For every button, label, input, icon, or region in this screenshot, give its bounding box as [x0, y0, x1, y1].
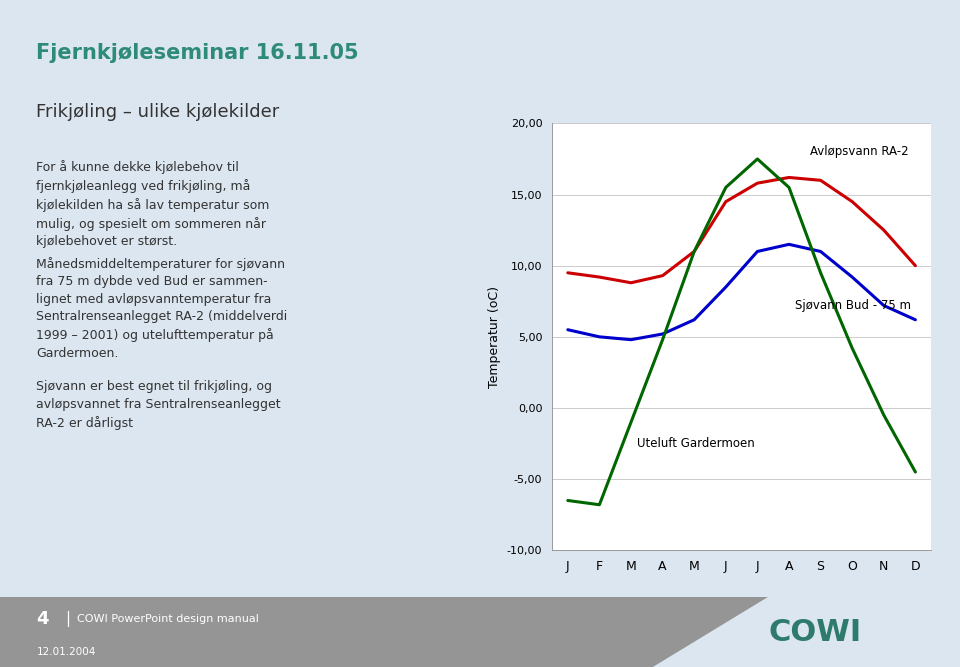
Text: |: |: [65, 611, 70, 627]
Text: Avløpsvann RA-2: Avløpsvann RA-2: [810, 145, 909, 158]
Text: COWI PowerPoint design manual: COWI PowerPoint design manual: [77, 614, 258, 624]
Text: Sjøvann er best egnet til frikjøling, og
avløpsvannet fra Sentralrenseanlegget
R: Sjøvann er best egnet til frikjøling, og…: [36, 380, 281, 430]
Text: Uteluft Gardermoen: Uteluft Gardermoen: [637, 437, 756, 450]
Text: Fjernkjøleseminar 16.11.05: Fjernkjøleseminar 16.11.05: [36, 43, 359, 63]
Text: 4: 4: [36, 610, 49, 628]
Text: 12.01.2004: 12.01.2004: [36, 648, 96, 657]
Text: Månedsmiddeltemperaturer for sjøvann
fra 75 m dybde ved Bud er sammen-
lignet me: Månedsmiddeltemperaturer for sjøvann fra…: [36, 257, 288, 360]
Text: For å kunne dekke kjølebehov til
fjernkjøleanlegg ved frikjøling, må
kjølekilden: For å kunne dekke kjølebehov til fjernkj…: [36, 160, 270, 248]
Text: Sjøvann Bud - 75 m: Sjøvann Bud - 75 m: [795, 299, 911, 312]
Polygon shape: [0, 597, 768, 667]
Y-axis label: Temperatur (oC): Temperatur (oC): [489, 286, 501, 388]
Text: COWI: COWI: [768, 618, 861, 647]
Text: Frikjøling – ulike kjølekilder: Frikjøling – ulike kjølekilder: [36, 103, 279, 121]
